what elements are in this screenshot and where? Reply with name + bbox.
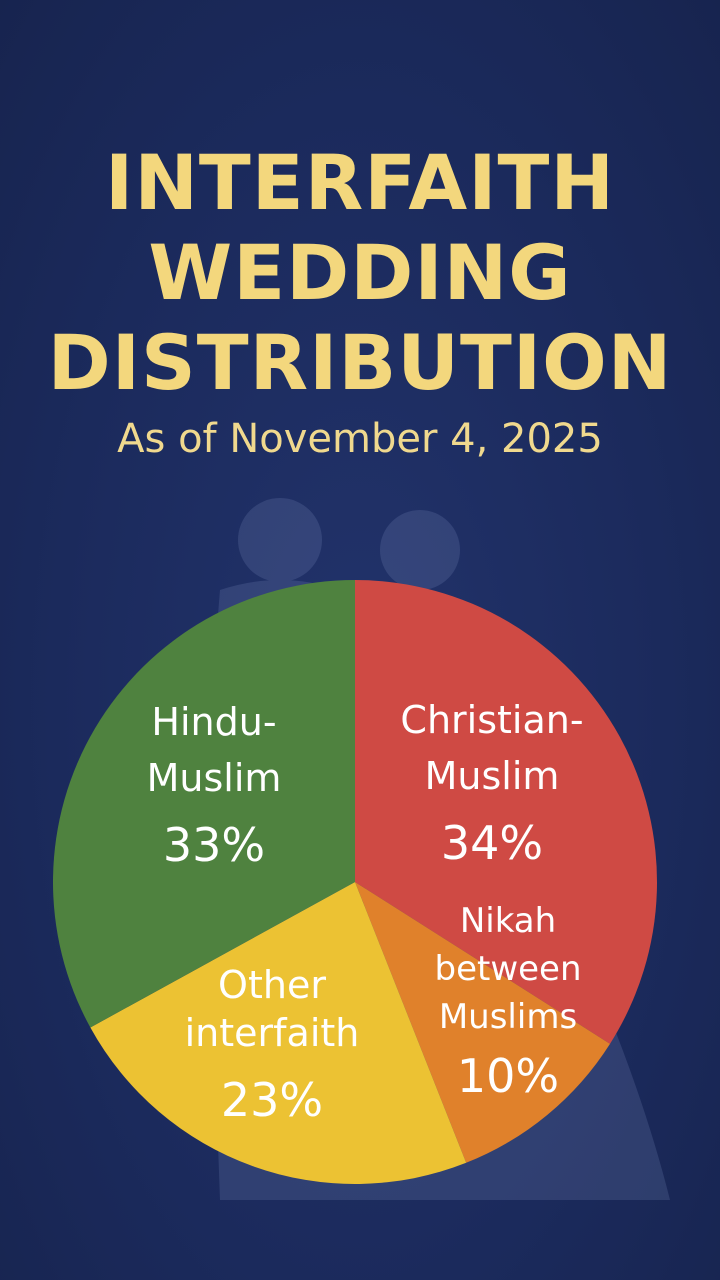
slice-percent-label: 10% xyxy=(457,1049,559,1103)
slice-label: Christian- Muslim 34% xyxy=(400,698,583,870)
title-line: INTERFAITH xyxy=(105,138,615,227)
slice-label-text: Muslim xyxy=(147,756,282,800)
chart-subtitle: As of November 4, 2025 xyxy=(117,416,603,462)
slice-label: Hindu- Muslim 33% xyxy=(147,700,282,872)
pie-slice xyxy=(355,580,657,1044)
slice-percent-label: 23% xyxy=(221,1073,323,1127)
title-line: DISTRIBUTION xyxy=(47,318,673,407)
slice-label-text: Muslims xyxy=(439,997,577,1037)
slice-percent-label: 34% xyxy=(441,816,543,870)
slice-label-text: interfaith xyxy=(185,1011,360,1055)
pie-slice xyxy=(53,580,355,1028)
slice-percent-label: 33% xyxy=(163,818,265,872)
title-line: WEDDING xyxy=(148,228,572,317)
pie-slice xyxy=(90,882,467,1184)
slice-label-text: between xyxy=(434,949,581,989)
slice-label-text: Other xyxy=(218,963,326,1007)
chart-title: INTERFAITH WEDDING DISTRIBUTION xyxy=(0,138,720,408)
slice-label: Nikah between Muslims 10% xyxy=(434,901,581,1103)
slice-label-text: Hindu- xyxy=(151,700,276,744)
slice-label-text: Muslim xyxy=(425,754,560,798)
slice-label-text: Nikah xyxy=(460,901,556,941)
slice-label-text: Christian- xyxy=(400,698,583,742)
pie-slice xyxy=(355,882,610,1163)
